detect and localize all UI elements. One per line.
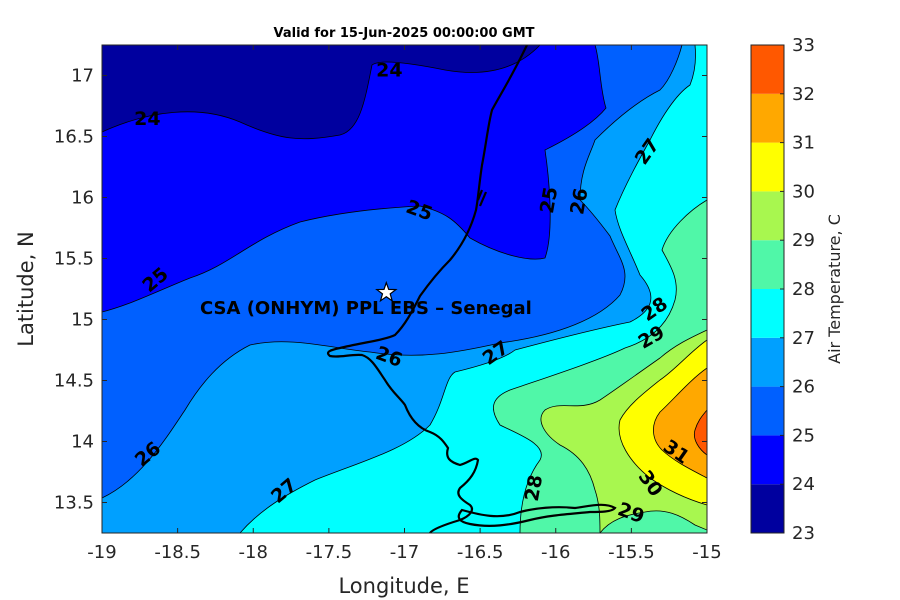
x-tick-label: -15.5: [608, 542, 655, 563]
chart-title: Valid for 15-Jun-2025 00:00:00 GMT: [274, 26, 535, 41]
colorbar-swatch: [751, 240, 784, 289]
coastline: [326, 45, 528, 533]
colorbar-swatch: [751, 289, 784, 338]
colorbar-tick-label: 27: [792, 328, 815, 349]
x-tick-label: -16: [541, 542, 570, 563]
colorbar-swatch: [751, 337, 784, 387]
colorbar-tick-label: 23: [792, 523, 815, 544]
border-dash-north: [476, 189, 488, 207]
colorbar-swatch: [751, 45, 784, 94]
colorbar-tick-label: 32: [792, 84, 815, 105]
x-axis-ticks: -19 -18.5 -18 -17.5 -17 -16.5 -16 -15.5 -15: [87, 45, 722, 563]
x-tick-label: -18.5: [154, 542, 201, 563]
colorbar-swatch: [751, 484, 784, 533]
x-tick-label: -16.5: [457, 542, 504, 563]
contour-label: 25: [536, 185, 562, 215]
band-32-33: [693, 409, 707, 456]
y-tick-label: 14: [71, 432, 94, 453]
y-tick-label: 15: [71, 310, 94, 331]
band-31-32: [653, 367, 707, 479]
y-tick-label: 16: [71, 188, 94, 209]
x-tick-label: -17: [390, 542, 419, 563]
x-tick-label: -17.5: [306, 542, 353, 563]
y-tick-label: 17: [71, 66, 94, 87]
y-tick-label: 16.5: [54, 127, 94, 148]
colorbar-tick-label: 31: [792, 133, 815, 154]
x-axis-label: Longitude, E: [338, 574, 469, 598]
colorbar-tick-label: 29: [792, 230, 815, 251]
colorbar-tick-label: 25: [792, 425, 815, 446]
colorbar-tick-label: 26: [792, 377, 815, 398]
y-axis-label: Latitude, N: [14, 231, 38, 347]
contour-fill-layer: [102, 45, 707, 533]
colorbar-swatch: [751, 142, 784, 192]
contour-label: 24: [134, 108, 160, 130]
colorbar-tick-label: 28: [792, 279, 815, 300]
y-tick-label: 13.5: [54, 493, 94, 514]
y-tick-label: 15.5: [54, 249, 94, 270]
site-label: CSA (ONHYM) PPL EBS – Senegal: [200, 298, 532, 319]
colorbar: 23 24 25 26 27 28 29 30 31 32 33: [750, 35, 815, 544]
x-tick-label: -15: [692, 542, 721, 563]
colorbar-label: Air Temperature, C: [825, 214, 844, 364]
colorbar-swatch: [751, 386, 784, 436]
site-star-marker: [375, 280, 398, 303]
colorbar-tick-label: 24: [792, 474, 815, 495]
contour-label: 24: [376, 59, 402, 81]
x-tick-label: -18: [239, 542, 268, 563]
colorbar-tick-label: 33: [792, 35, 815, 56]
colorbar-swatch: [751, 191, 784, 241]
colorbar-swatch: [751, 435, 784, 485]
colorbar-tick-label: 30: [792, 181, 815, 202]
contour-label: 26: [566, 186, 592, 216]
y-axis-ticks: 13.5 14 14.5 15 15.5 16 16.5 17: [54, 66, 707, 514]
colorbar-swatch: [751, 93, 784, 143]
border-gambia: [457, 503, 617, 527]
contour-label: 28: [521, 473, 547, 503]
x-tick-label: -19: [87, 542, 116, 563]
y-tick-label: 14.5: [54, 371, 94, 392]
site-layer: CSA (ONHYM) PPL EBS – Senegal: [200, 280, 532, 319]
